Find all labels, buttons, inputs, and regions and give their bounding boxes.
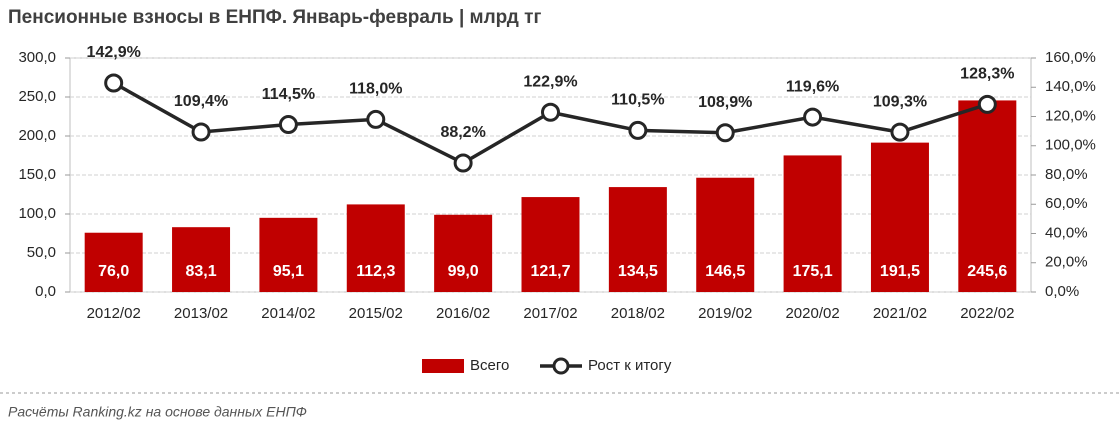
y2-tick-label: 160,0% [1045, 49, 1096, 66]
bar-value-label: 99,0 [448, 263, 479, 280]
line [112, 81, 988, 165]
x-tick-label: 2018/02 [611, 305, 665, 322]
line-value-label: 142,9% [87, 44, 141, 61]
line-marker [453, 153, 473, 173]
line-value-label: 122,9% [523, 73, 577, 90]
bar-value-label: 146,5 [705, 263, 745, 280]
y-tick-label: 100,0 [18, 205, 56, 222]
y-tick-label: 250,0 [18, 88, 56, 105]
line-value-label: 108,9% [698, 94, 752, 111]
chart-title: Пенсионные взносы в ЕНПФ. Январь-февраль… [8, 7, 541, 28]
x-tick-label: 2021/02 [873, 305, 927, 322]
bar [259, 217, 318, 292]
y2-tick-label: 60,0% [1045, 195, 1088, 212]
y-tick-label: 150,0 [18, 166, 56, 183]
y2-tick-label: 100,0% [1045, 137, 1096, 154]
bar-value-label: 134,5 [618, 263, 658, 280]
line-value-label: 114,5% [262, 86, 315, 103]
bar-value-label: 175,1 [793, 263, 833, 280]
y-tick-label: 200,0 [18, 127, 56, 144]
source-note: Расчёты Ranking.kz на основе данных ЕНПФ [8, 404, 307, 420]
bar-value-label: 121,7 [530, 263, 570, 280]
line-value-label: 109,3% [873, 93, 927, 110]
line-marker [541, 102, 560, 122]
bar [84, 232, 143, 292]
line-value-label: 109,4% [174, 93, 228, 110]
line-marker [104, 73, 124, 93]
x-tick-label: 2019/02 [698, 305, 752, 322]
y2-tick-label: 120,0% [1045, 107, 1096, 124]
bar-value-label: 95,1 [273, 263, 304, 280]
legend-swatch [422, 359, 464, 373]
bar [434, 214, 493, 292]
bar [696, 177, 755, 292]
line-marker [278, 115, 298, 135]
x-tick-label: 2016/02 [436, 305, 490, 322]
x-tick-label: 2012/02 [87, 305, 141, 322]
y-tick-label: 300,0 [18, 49, 56, 66]
x-tick-label: 2017/02 [523, 305, 577, 322]
x-tick-label: 2013/02 [174, 305, 228, 322]
y2-tick-label: 40,0% [1045, 224, 1088, 241]
x-tick-label: 2015/02 [349, 305, 403, 322]
x-tick-label: 2020/02 [785, 305, 839, 322]
x-tick-label: 2022/02 [960, 305, 1014, 322]
x-tick-label: 2014/02 [261, 305, 315, 322]
y2-tick-label: 20,0% [1045, 254, 1088, 271]
bar [870, 142, 929, 292]
line-marker [890, 122, 910, 142]
legend-label: Рост к итогу [588, 357, 672, 374]
bar-value-label: 76,0 [98, 263, 129, 280]
line-marker [977, 94, 997, 114]
y-tick-label: 50,0 [27, 244, 56, 261]
line-marker [803, 107, 823, 127]
bar [608, 187, 667, 292]
line-value-label: 110,5% [611, 92, 664, 109]
y2-tick-label: 140,0% [1045, 78, 1096, 95]
bar [172, 227, 231, 292]
bar-value-label: 112,3 [356, 263, 395, 280]
bar [346, 204, 405, 292]
bar [521, 197, 580, 292]
line-value-label: 128,3% [960, 66, 1014, 83]
y-tick-label: 0,0 [35, 283, 56, 300]
line-marker [191, 122, 211, 142]
bar [958, 100, 1017, 292]
y2-tick-label: 80,0% [1045, 166, 1088, 183]
bar-value-label: 191,5 [880, 263, 920, 280]
line-marker [715, 123, 735, 143]
legend-marker [552, 357, 570, 375]
line-value-label: 88,2% [440, 124, 485, 141]
line-marker [366, 109, 386, 129]
line-value-label: 119,6% [786, 78, 839, 95]
line-marker [628, 120, 648, 140]
bar-value-label: 83,1 [185, 263, 216, 280]
legend-label: Всего [470, 357, 509, 374]
y2-tick-label: 0,0% [1045, 283, 1079, 300]
bar [783, 155, 842, 292]
bar-value-label: 245,6 [967, 263, 1007, 280]
line-value-label: 118,0% [349, 81, 402, 98]
